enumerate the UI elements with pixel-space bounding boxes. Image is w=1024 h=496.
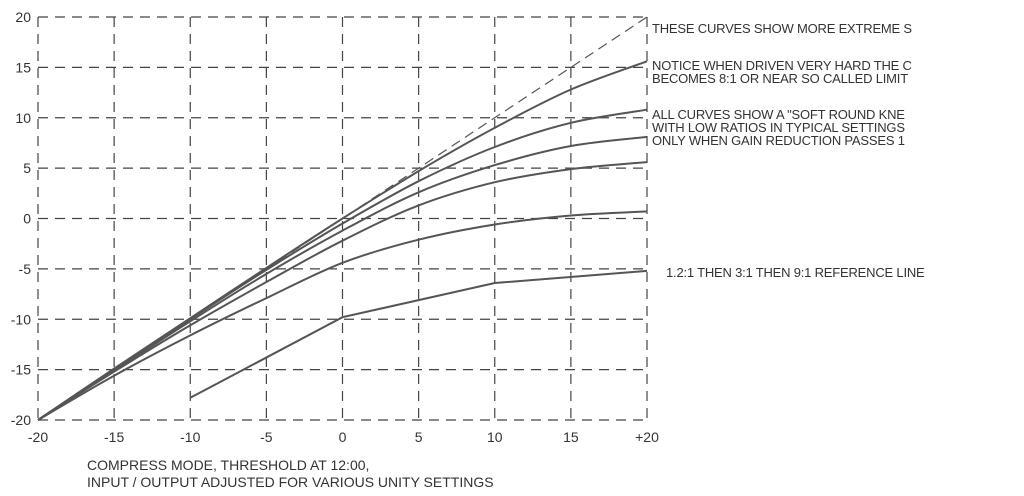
series-line-3 bbox=[37, 135, 648, 421]
annotation-soft-knee-line1: ALL CURVES SHOW A "SOFT ROUND KNE bbox=[652, 107, 905, 122]
caption-line2: INPUT / OUTPUT ADJUSTED FOR VARIOUS UNIT… bbox=[87, 474, 494, 490]
x-tick-label-7: 15 bbox=[563, 429, 579, 445]
y-tick-label-5: -5 bbox=[19, 261, 32, 277]
x-tick-label-1: -15 bbox=[104, 429, 124, 445]
series-line-6 bbox=[189, 269, 648, 399]
x-tick-label-3: -5 bbox=[260, 429, 273, 445]
x-tick-label-4: 0 bbox=[339, 429, 347, 445]
x-tick-label-0: -20 bbox=[28, 429, 48, 445]
x-tick-label-8: +20 bbox=[635, 429, 659, 445]
series-layer bbox=[37, 16, 648, 421]
y-tick-label-6: -10 bbox=[11, 311, 31, 327]
caption: COMPRESS MODE, THRESHOLD AT 12:00, INPUT… bbox=[87, 457, 494, 490]
annotation-reference-line: 1.2:1 THEN 3:1 THEN 9:1 REFERENCE LINE bbox=[666, 265, 925, 280]
x-tick-label-5: 5 bbox=[415, 429, 423, 445]
y-tick-label-4: 0 bbox=[23, 211, 31, 227]
y-tick-label-3: 5 bbox=[23, 160, 31, 176]
x-tick-label-6: 10 bbox=[487, 429, 503, 445]
y-tick-label-8: -20 bbox=[11, 412, 31, 428]
y-tick-label-7: -15 bbox=[11, 362, 31, 378]
series-line-2 bbox=[37, 108, 648, 421]
y-tick-label-0: 20 bbox=[15, 9, 31, 25]
series-line-5 bbox=[37, 210, 648, 421]
annotations: THESE CURVES SHOW MORE EXTREME S NOTICE … bbox=[652, 21, 925, 280]
x-tick-label-2: -10 bbox=[180, 429, 200, 445]
y-tick-label-1: 15 bbox=[15, 59, 31, 75]
caption-line1: COMPRESS MODE, THRESHOLD AT 12:00, bbox=[87, 457, 369, 473]
series-line-4 bbox=[37, 161, 648, 421]
annotation-driven-hard-line1: NOTICE WHEN DRIVEN VERY HARD THE C bbox=[652, 58, 912, 73]
y-tick-label-2: 10 bbox=[15, 110, 31, 126]
annotation-soft-knee-line3: ONLY WHEN GAIN REDUCTION PASSES 1 bbox=[652, 133, 905, 148]
annotation-driven-hard-line2: BECOMES 8:1 OR NEAR SO CALLED LIMIT bbox=[652, 71, 908, 86]
annotation-extreme: THESE CURVES SHOW MORE EXTREME S bbox=[652, 21, 912, 36]
tick-labels: -20 -15 -10 -5 0 5 10 15 +20 20 15 10 5 0 -5 -10 -15 -20 bbox=[11, 9, 659, 445]
annotation-soft-knee-line2: WITH LOW RATIOS IN TYPICAL SETTINGS bbox=[652, 120, 905, 135]
